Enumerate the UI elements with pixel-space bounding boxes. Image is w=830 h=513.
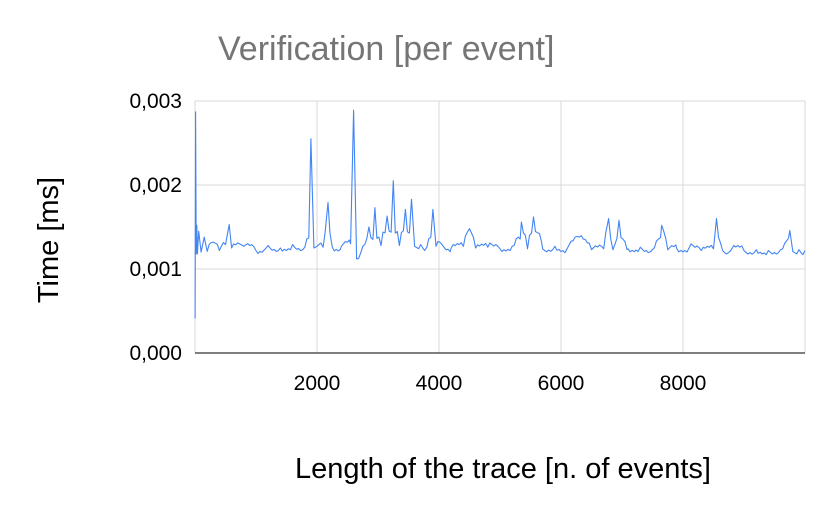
x-tick-label-3: 8000 xyxy=(660,372,707,395)
gridlines xyxy=(194,100,806,353)
y-axis-title: Time [ms] xyxy=(33,177,65,303)
y-tick-labels: 0,000 0,001 0,002 0,003 xyxy=(129,90,182,365)
y-tick-label-3: 0,003 xyxy=(129,90,182,113)
x-axis-title: Length of the trace [n. of events] xyxy=(295,453,711,485)
y-tick-label-1: 0,001 xyxy=(129,258,182,281)
x-tick-label-0: 2000 xyxy=(294,372,341,395)
x-tick-label-1: 4000 xyxy=(416,372,463,395)
y-tick-label-0: 0,000 xyxy=(129,342,182,365)
x-tick-label-2: 6000 xyxy=(538,372,585,395)
chart-title: Verification [per event] xyxy=(218,30,554,68)
y-tick-label-2: 0,002 xyxy=(129,174,182,197)
series-line-0 xyxy=(194,109,806,319)
x-tick-labels: 2000 4000 6000 8000 xyxy=(294,372,707,395)
series-layer xyxy=(194,109,806,319)
